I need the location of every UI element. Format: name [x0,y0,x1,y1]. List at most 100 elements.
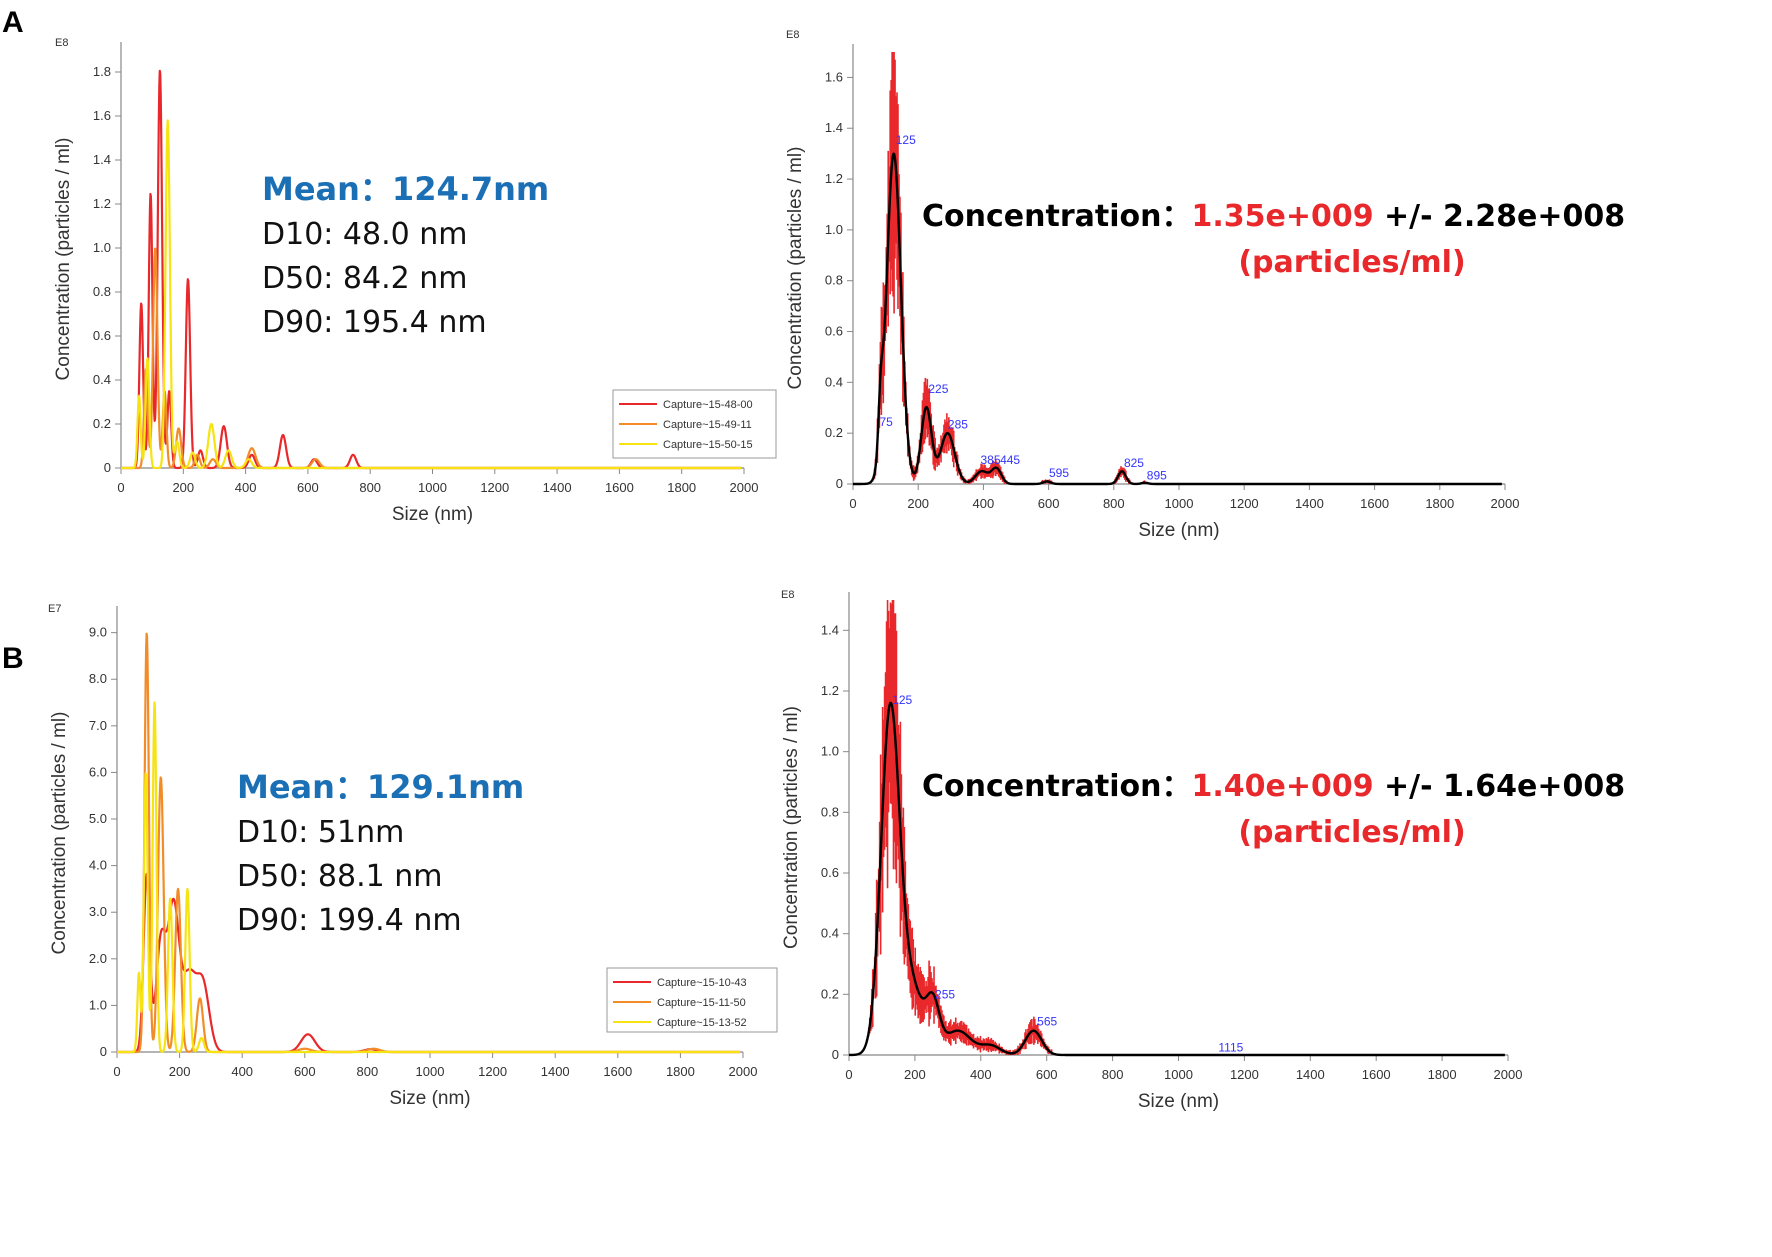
chart-B-left: 0 200 400 600 800 1000 1200 1400 1600 1800 2000 0 1.… [48,603,778,1109]
y-tick-label: 0.4 [825,374,843,389]
panel-label-a: A [2,6,24,39]
series-line-Capture~15-13-52 [116,701,741,1054]
x-tick-label: 400 [231,1064,253,1079]
x-tick-label: 1600 [1362,1067,1391,1082]
x-tick-label: 800 [357,1064,379,1079]
chart-A-left: 0 200 400 600 800 1000 1200 1400 1600 1800 2000 0 0.… [53,37,777,525]
concentration-error: +/- 2.28e+008 [1384,199,1625,234]
d90-label: D90: 199.4 nm [237,903,462,938]
x-tick-label: 0 [845,1067,852,1082]
y-tick-label: 1.2 [93,196,111,211]
x-tick-label: 1800 [667,480,696,495]
x-tick-label: 600 [297,480,319,495]
x-tick-label: 0 [117,480,124,495]
error-band [867,600,1055,1055]
series-line-mean [848,701,1505,1057]
x-tick-label: 1400 [1295,496,1324,511]
peak-label: 125 [896,133,916,147]
y-tick-label: 0.2 [93,416,111,431]
x-tick-label: 600 [1038,496,1060,511]
y-tick-label: 0.6 [93,328,111,343]
x-tick-label: 1200 [480,480,509,495]
x-tick-label: 1000 [1165,496,1194,511]
x-tick-label: 0 [849,496,856,511]
x-tick-label: 800 [1102,1067,1124,1082]
chart-A-right: 0 200 400 600 800 1000 1200 1400 1600 1800 2000 0 0.… [785,29,1625,541]
concentration-units: (particles/ml) [1238,815,1465,850]
d50-label: D50: 88.1 nm [237,859,443,894]
y-tick-label: 1.2 [821,683,839,698]
x-tick-label: 200 [172,480,194,495]
exponent-label: E8 [781,589,794,601]
peak-label: 285 [948,418,968,432]
y-tick-label: 1.8 [93,64,111,79]
y-tick-label: 0.6 [825,324,843,339]
peak-label: 225 [928,382,948,396]
x-tick-label: 400 [973,496,995,511]
y-tick-label: 0.8 [93,284,111,299]
exponent-label: E8 [55,37,68,49]
d10-label: D10: 48.0 nm [262,217,468,252]
peak-label: 565 [1037,1015,1057,1029]
exponent-label: E7 [48,603,61,615]
legend-entry: Capture~15-50-15 [663,439,753,451]
y-tick-label: 0 [104,460,111,475]
y-tick-label: 1.6 [825,69,843,84]
legend: Capture~15-10-43 Capture~15-11-50 Capture~… [606,967,778,1033]
y-tick-label: 1.2 [825,171,843,186]
x-tick-label: 1800 [1428,1067,1457,1082]
x-tick-label: 1000 [418,480,447,495]
x-tick-label: 200 [169,1064,191,1079]
x-tick-label: 600 [294,1064,316,1079]
series-line-Capture~15-50-15 [120,119,742,470]
y-tick-label: 6.0 [89,764,107,779]
x-tick-label: 1600 [1360,496,1389,511]
y-tick-label: 0.8 [821,804,839,819]
x-tick-label: 1600 [605,480,634,495]
x-tick-label: 1800 [666,1064,695,1079]
y-axis-label: Concentration (particles / ml) [49,712,70,955]
y-axis-label: Concentration (particles / ml) [53,138,74,381]
panel-label-b: B [2,642,24,675]
y-tick-label: 0 [832,1047,839,1062]
y-tick-label: 4.0 [89,858,107,873]
x-tick-label: 1400 [541,1064,570,1079]
x-tick-label: 1000 [1164,1067,1193,1082]
y-tick-label: 1.0 [89,997,107,1012]
d50-label: D50: 84.2 nm [262,261,468,296]
y-tick-label: 1.4 [821,622,839,637]
x-tick-label: 1600 [603,1064,632,1079]
y-tick-label: 0.2 [825,425,843,440]
legend-entry: Capture~15-10-43 [657,977,747,989]
x-tick-label: 200 [904,1067,926,1082]
y-tick-label: 0.6 [821,865,839,880]
y-tick-label: 1.0 [825,222,843,237]
x-tick-label: 2000 [1491,496,1520,511]
x-tick-label: 600 [1036,1067,1058,1082]
x-tick-label: 1800 [1425,496,1454,511]
x-tick-label: 2000 [729,1064,758,1079]
x-tick-label: 2000 [1494,1067,1523,1082]
y-tick-label: 1.4 [93,152,111,167]
mean-label: Mean：129.1nm [237,768,524,806]
peak-label: 75 [879,415,893,429]
concentration-text: Concentration：1.35e+009 +/- 2.28e+008 [922,199,1625,234]
x-tick-label: 1200 [478,1064,507,1079]
x-tick-label: 2000 [730,480,759,495]
x-tick-label: 1000 [416,1064,445,1079]
y-axis-label: Concentration (particles / ml) [781,706,802,949]
peak-label: 825 [1124,456,1144,470]
x-tick-label: 1400 [543,480,572,495]
concentration-value: 1.40e+009 [1191,769,1384,804]
x-axis-label: Size (nm) [1138,1091,1219,1112]
x-tick-label: 400 [970,1067,992,1082]
d10-label: D10: 51nm [237,815,404,850]
x-tick-label: 800 [359,480,381,495]
legend-entry: Capture~15-48-00 [663,399,753,411]
y-tick-label: 9.0 [89,625,107,640]
y-tick-label: 1.0 [821,744,839,759]
legend-entry: Capture~15-11-50 [657,997,746,1009]
concentration-units: (particles/ml) [1238,245,1465,280]
x-axis-label: Size (nm) [1138,520,1219,541]
